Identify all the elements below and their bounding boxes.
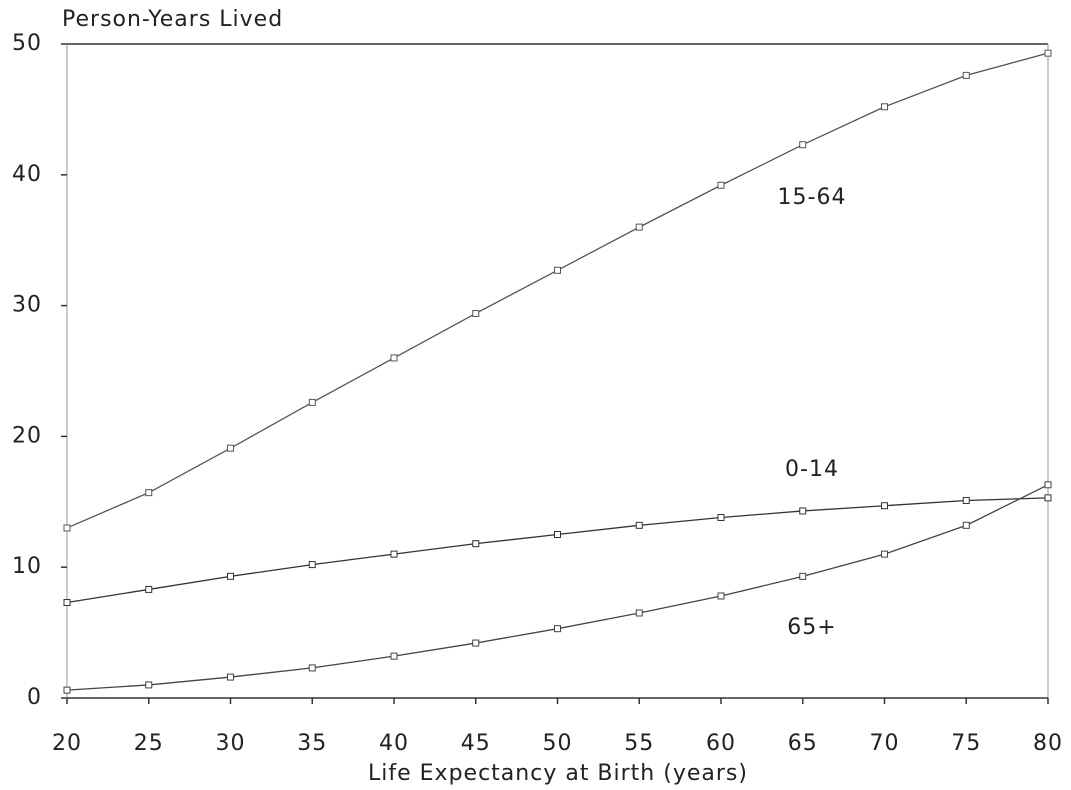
- point-marker: [1044, 481, 1052, 489]
- point-marker: [799, 572, 807, 580]
- y-tick-label: 0: [27, 685, 42, 710]
- series-line: [66, 52, 1049, 529]
- x-tick-label: 60: [706, 731, 736, 756]
- point-marker: [145, 681, 153, 689]
- x-tick-label: 50: [543, 731, 573, 756]
- point-marker: [390, 550, 398, 558]
- y-tick-label: 30: [12, 293, 42, 318]
- point-marker: [227, 572, 234, 580]
- point-marker: [717, 181, 725, 189]
- x-tick-label: 35: [297, 731, 327, 756]
- series-line: [66, 497, 1049, 604]
- y-tick-label: 40: [12, 162, 42, 187]
- y-tick-label: 20: [12, 423, 42, 448]
- point-marker: [227, 444, 234, 452]
- point-marker: [227, 673, 234, 681]
- series-label: 0-14: [785, 457, 839, 482]
- x-axis-label: Life Expectancy at Birth (years): [368, 761, 748, 786]
- point-marker: [1044, 494, 1052, 502]
- point-marker: [145, 489, 153, 497]
- point-marker: [635, 609, 643, 617]
- series-label: 65+: [787, 615, 836, 640]
- x-tick-label: 80: [1033, 731, 1063, 756]
- x-tick-label: 20: [52, 731, 82, 756]
- y-tick-label: 50: [12, 31, 42, 56]
- point-marker: [472, 309, 480, 317]
- point-marker: [554, 266, 561, 274]
- point-marker: [799, 141, 807, 149]
- x-tick-label: 65: [788, 731, 818, 756]
- point-marker: [472, 639, 480, 647]
- point-marker: [881, 502, 888, 510]
- y-tick-label: 10: [12, 554, 42, 579]
- point-marker: [63, 524, 71, 532]
- point-marker: [472, 540, 480, 548]
- point-marker: [635, 521, 643, 529]
- point-marker: [308, 398, 316, 406]
- point-marker: [390, 652, 398, 660]
- point-marker: [390, 354, 398, 362]
- point-marker: [63, 599, 71, 607]
- x-tick-label: 30: [216, 731, 246, 756]
- point-marker: [63, 686, 71, 694]
- x-tick-label: 75: [951, 731, 981, 756]
- point-marker: [717, 592, 725, 600]
- point-marker: [881, 550, 888, 558]
- x-tick-label: 70: [870, 731, 900, 756]
- point-marker: [962, 496, 970, 504]
- x-tick-label: 40: [379, 731, 409, 756]
- point-marker: [717, 513, 725, 521]
- y-axis-label: Person-Years Lived: [62, 7, 283, 32]
- point-marker: [962, 71, 970, 79]
- point-marker: [799, 507, 807, 515]
- point-marker: [962, 521, 970, 529]
- point-marker: [1044, 49, 1052, 57]
- point-marker: [881, 103, 888, 111]
- x-tick-label: 25: [134, 731, 164, 756]
- point-marker: [145, 585, 153, 593]
- point-marker: [635, 223, 643, 231]
- series-label: 15-64: [778, 185, 847, 210]
- point-marker: [308, 664, 316, 672]
- point-marker: [308, 561, 316, 569]
- series-line: [66, 484, 1049, 691]
- point-marker: [554, 531, 561, 538]
- x-tick-label: 55: [624, 731, 654, 756]
- point-marker: [554, 625, 561, 633]
- x-tick-label: 45: [461, 731, 491, 756]
